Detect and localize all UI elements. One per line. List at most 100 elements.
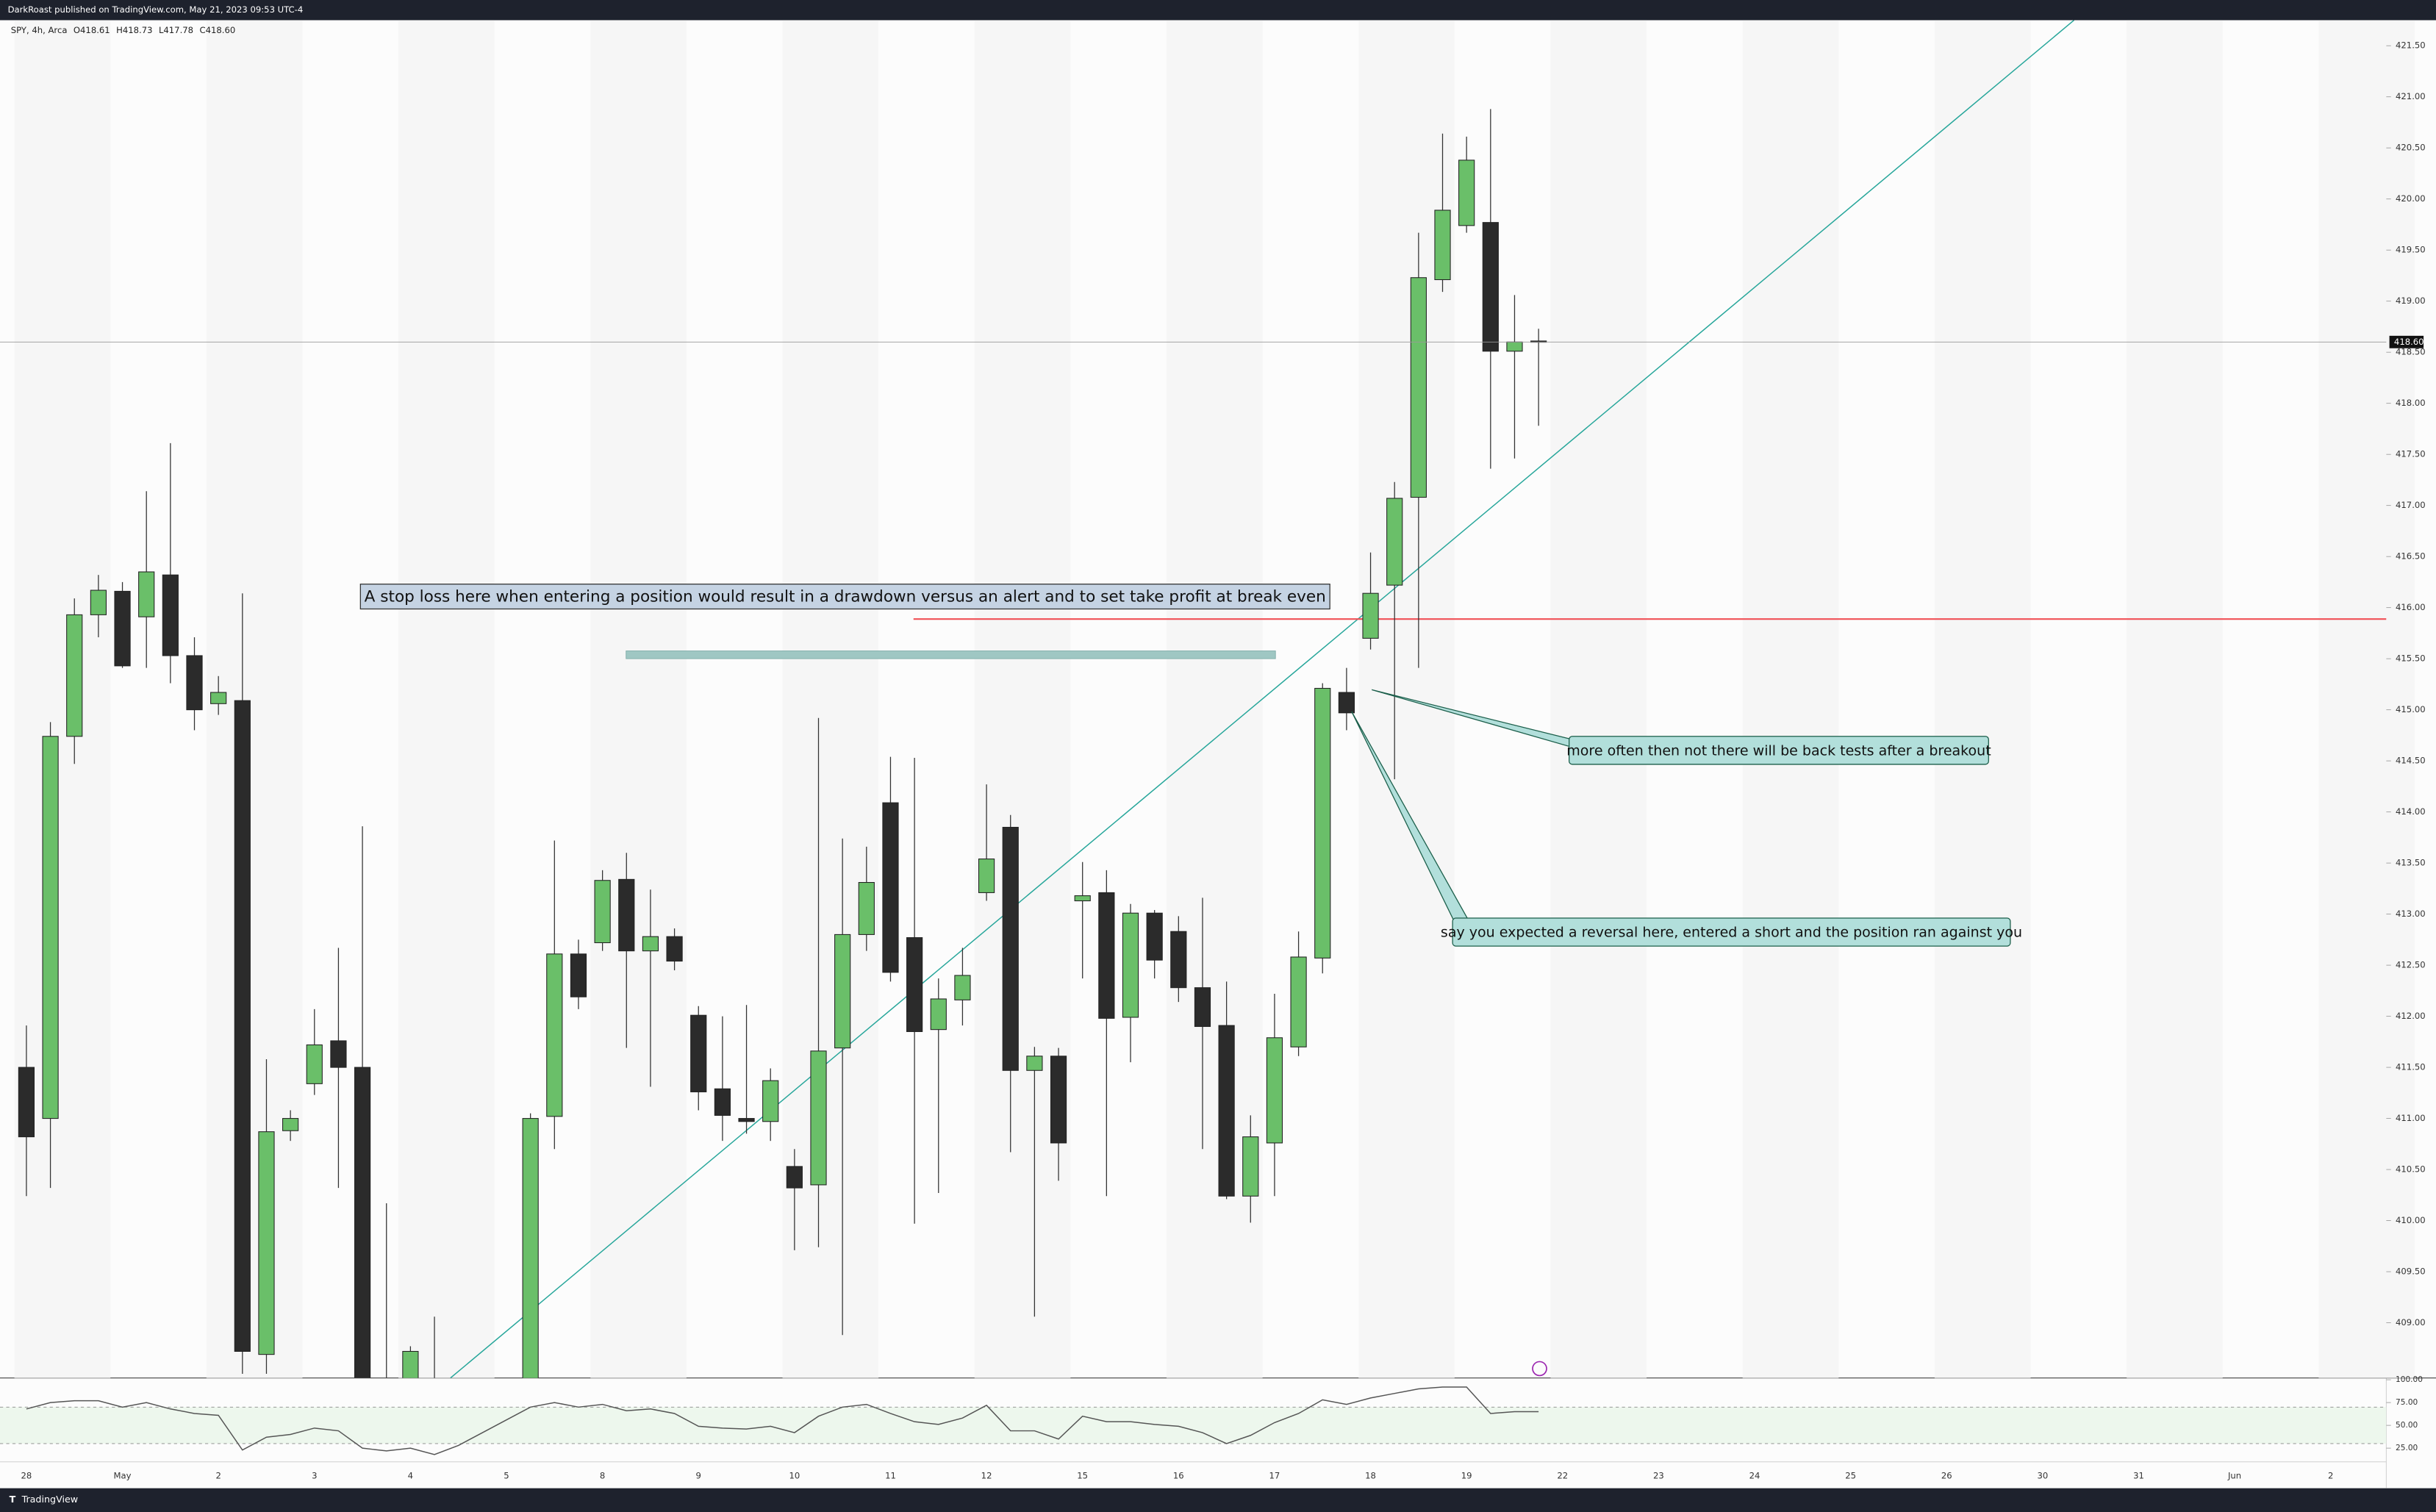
y-tick-label: 412.00 xyxy=(2396,1011,2426,1021)
last-price-box xyxy=(2389,335,2424,348)
candle-body xyxy=(1458,160,1475,226)
candle-body xyxy=(1098,892,1115,1019)
candle-body xyxy=(642,936,659,952)
candle-body xyxy=(714,1088,731,1116)
top-bar xyxy=(0,0,2436,21)
x-tick-label: 19 xyxy=(1461,1470,1472,1480)
candle-body xyxy=(1290,956,1307,1047)
ohlc-label: H418.73 xyxy=(116,25,152,35)
x-tick-label: 4 xyxy=(408,1470,413,1480)
x-tick-label: 2 xyxy=(215,1470,221,1480)
candle-body xyxy=(594,880,611,944)
candle-body xyxy=(762,1080,779,1122)
candle-body xyxy=(1506,341,1523,352)
candle-body xyxy=(90,590,107,615)
candle-body xyxy=(282,1118,299,1131)
event-icon[interactable] xyxy=(1532,1361,1547,1377)
callout-text: say you expected a reversal here, entere… xyxy=(1441,925,2022,941)
x-tick-label: 18 xyxy=(1365,1470,1376,1480)
candle-body xyxy=(690,1014,707,1092)
candle-body xyxy=(786,1166,803,1189)
candle-body xyxy=(1194,987,1211,1028)
y-tick-label: 409.00 xyxy=(2396,1317,2426,1328)
candle-body xyxy=(1074,895,1091,902)
ohlc-label: O418.61 xyxy=(74,25,110,35)
x-tick-label: 26 xyxy=(1941,1470,1952,1480)
ohlc-label: C418.60 xyxy=(200,25,236,35)
x-tick-label: 30 xyxy=(2037,1470,2048,1480)
y-tick-label: 414.50 xyxy=(2396,756,2426,766)
rsi-tick-label: 75.00 xyxy=(2396,1398,2418,1407)
y-tick-label: 420.00 xyxy=(2396,193,2426,204)
candle-body xyxy=(1266,1037,1283,1144)
candle-body xyxy=(1314,687,1331,959)
footer-logo: TradingView xyxy=(21,1494,79,1505)
candle-body xyxy=(210,692,227,704)
candle-body xyxy=(810,1050,827,1186)
y-tick-label: 411.00 xyxy=(2396,1113,2426,1123)
trend-line xyxy=(450,20,2075,1378)
candle-body xyxy=(402,1350,419,1378)
candle-body xyxy=(186,655,203,711)
callout-box xyxy=(1569,736,1989,765)
bottom-bar xyxy=(0,1488,2436,1512)
candle-body xyxy=(234,700,251,1352)
y-tick-label: 416.50 xyxy=(2396,551,2426,562)
candle-body xyxy=(1050,1056,1067,1144)
candle-body xyxy=(138,571,155,617)
published-text: DarkRoast published on TradingView.com, … xyxy=(8,4,304,15)
candle-body xyxy=(1482,222,1499,352)
x-tick-label: 22 xyxy=(1557,1470,1568,1480)
day-stripe xyxy=(974,20,1071,1378)
rsi-tick-label: 100.00 xyxy=(2396,1375,2423,1384)
x-tick-label: 5 xyxy=(504,1470,509,1480)
y-tick-label: 409.50 xyxy=(2396,1266,2426,1277)
candle-body xyxy=(1338,692,1355,714)
y-tick-label: 413.50 xyxy=(2396,858,2426,868)
y-tick-label: 415.50 xyxy=(2396,653,2426,664)
drawings xyxy=(450,20,2387,1378)
x-tick-label: Jun xyxy=(2227,1470,2241,1480)
candle-body xyxy=(1146,912,1163,961)
candle-body xyxy=(522,1118,539,1378)
candle-body xyxy=(930,998,947,1031)
x-tick-label: 10 xyxy=(789,1470,800,1480)
day-stripe xyxy=(1934,20,2031,1378)
y-tick-label: 410.50 xyxy=(2396,1164,2426,1175)
rsi-band xyxy=(0,1407,2387,1444)
day-stripe xyxy=(14,20,111,1378)
logo-mark: T xyxy=(10,1494,16,1505)
candle-body xyxy=(954,975,971,1000)
candle-body xyxy=(618,878,635,952)
y-tick-label: 419.50 xyxy=(2396,245,2426,255)
x-tick-label: 11 xyxy=(885,1470,896,1480)
candle-body xyxy=(354,1067,371,1378)
symbol-legend: SPY, 4h, Arca O418.61 H418.73 L417.78 C418.6… xyxy=(11,25,235,35)
candle-body xyxy=(858,881,875,935)
day-stripe xyxy=(2318,20,2415,1378)
y-tick-label: 421.00 xyxy=(2396,91,2426,101)
callout-text: more often then not there will be back t… xyxy=(1566,742,1991,759)
y-tick-label: 412.50 xyxy=(2396,960,2426,970)
candle-body xyxy=(1170,931,1187,989)
x-tick-label: 8 xyxy=(600,1470,605,1480)
symbol: SPY, 4h, Arca xyxy=(11,25,68,35)
y-tick-label: 416.00 xyxy=(2396,602,2426,612)
candle-body xyxy=(978,859,995,893)
day-stripe xyxy=(2127,20,2223,1378)
grid xyxy=(14,20,2415,1378)
candle-body xyxy=(1002,826,1019,1071)
candle-body xyxy=(1362,592,1379,639)
rsi-line xyxy=(26,1386,1539,1455)
day-stripe xyxy=(782,20,879,1378)
candle-body xyxy=(1410,277,1427,498)
annotation-box xyxy=(359,584,1330,610)
y-tick-label: 415.00 xyxy=(2396,704,2426,714)
candle-body xyxy=(1434,209,1451,281)
x-tick-label: 12 xyxy=(981,1470,992,1480)
candle-body xyxy=(1122,912,1139,1018)
y-tick-label: 414.00 xyxy=(2396,806,2426,817)
x-tick-label: 2 xyxy=(2328,1470,2333,1480)
x-tick-label: 15 xyxy=(1077,1470,1088,1480)
